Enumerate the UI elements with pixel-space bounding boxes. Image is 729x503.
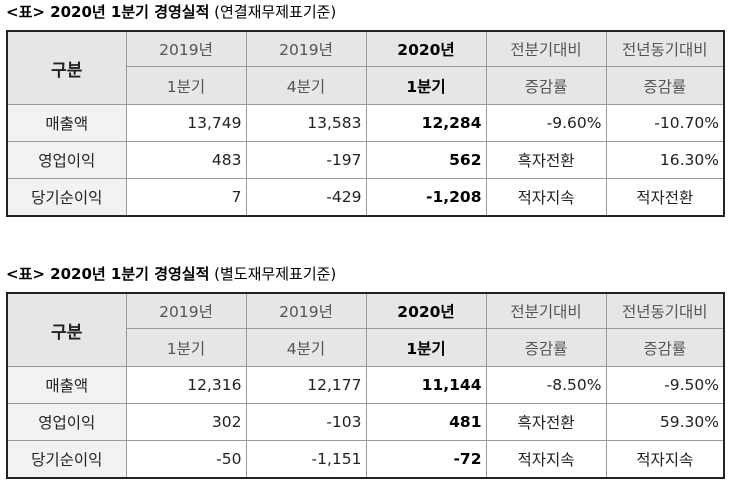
title-basis: (연결재무제표기준) — [214, 3, 337, 21]
row-label: 영업이익 — [6, 403, 127, 441]
data-cell: -1,208 — [365, 178, 487, 217]
header-cell: 2019년 — [245, 292, 367, 329]
data-cell: -9.60% — [485, 104, 607, 142]
header-cell: 전분기대비 — [485, 292, 607, 329]
row-label: 매출액 — [6, 104, 127, 142]
header-cell: 구분 — [6, 292, 127, 367]
header-row: 1분기 4분기 1분기 증감률 증감률 — [7, 66, 725, 105]
header-row: 1분기 4분기 1분기 증감률 증감률 — [7, 328, 725, 367]
data-row: 당기순이익 7 -429 -1,208 적자지속 적자전환 — [6, 178, 725, 217]
data-cell: -429 — [245, 178, 367, 217]
header-cell: 2019년 — [125, 292, 247, 329]
data-cell: 12,316 — [125, 366, 247, 404]
data-row: 매출액 12,316 12,177 11,144 -8.50% -9.50% — [6, 366, 725, 404]
header-cell: 2019년 — [125, 30, 247, 67]
header-cell: 2020년 — [365, 30, 487, 67]
title-text: <표> 2020년 1분기 경영실적 — [6, 265, 210, 283]
header-cell: 구분 — [6, 30, 127, 105]
row-label: 당기순이익 — [6, 440, 127, 479]
data-row: 영업이익 483 -197 562 흑자전환 16.30% — [6, 141, 725, 179]
data-cell: 적자지속 — [605, 440, 725, 479]
data-cell: 16.30% — [605, 141, 725, 179]
header-cell: 2019년 — [245, 30, 367, 67]
header-cell: 4분기 — [245, 66, 367, 105]
data-row: 매출액 13,749 13,583 12,284 -9.60% -10.70% — [6, 104, 725, 142]
data-cell: -10.70% — [605, 104, 725, 142]
header-cell: 1분기 — [365, 66, 487, 105]
header-row: 구분 2019년 2019년 2020년 전분기대비 전년동기대비 — [6, 30, 725, 105]
data-cell: -72 — [365, 440, 487, 479]
header-cell: 전년동기대비 — [605, 30, 725, 67]
data-cell: 483 — [125, 141, 247, 179]
data-cell: 11,144 — [365, 366, 487, 404]
title-basis: (별도재무제표기준) — [214, 265, 337, 283]
row-label: 당기순이익 — [6, 178, 127, 217]
data-cell: 12,177 — [245, 366, 367, 404]
data-cell: 7 — [125, 178, 247, 217]
data-cell: 302 — [125, 403, 247, 441]
header-cell: 전년동기대비 — [605, 292, 725, 329]
data-cell: -197 — [245, 141, 367, 179]
data-cell: 적자전환 — [605, 178, 725, 217]
data-row: 당기순이익 -50 -1,151 -72 적자지속 적자지속 — [6, 440, 725, 479]
table-title: <표> 2020년 1분기 경영실적 (연결재무제표기준) — [6, 0, 724, 24]
data-table: 구분 2019년 2019년 2020년 전분기대비 전년동기대비 1분기 4분기 1분기 증감률… — [6, 30, 725, 217]
header-cell: 증감률 — [605, 66, 725, 105]
data-row: 영업이익 302 -103 481 흑자전환 59.30% — [6, 403, 725, 441]
data-cell: 적자지속 — [485, 440, 607, 479]
data-cell: 13,749 — [125, 104, 247, 142]
data-cell: 481 — [365, 403, 487, 441]
header-cell: 4분기 — [245, 328, 367, 367]
data-table: 구분 2019년 2019년 2020년 전분기대비 전년동기대비 1분기 4분기 1분기 증감률… — [6, 292, 725, 479]
data-cell: 12,284 — [365, 104, 487, 142]
header-cell: 2020년 — [365, 292, 487, 329]
table-block: <표> 2020년 1분기 경영실적 (연결재무제표기준) 구분 2019년 2019… — [6, 0, 725, 217]
header-cell: 1분기 — [365, 328, 487, 367]
data-cell: -1,151 — [245, 440, 367, 479]
row-label: 영업이익 — [6, 141, 127, 179]
header-cell: 1분기 — [125, 328, 247, 367]
data-cell: -50 — [125, 440, 247, 479]
data-cell: -9.50% — [605, 366, 725, 404]
header-cell: 증감률 — [485, 66, 607, 105]
data-cell: 13,583 — [245, 104, 367, 142]
data-cell: 59.30% — [605, 403, 725, 441]
header-cell: 전분기대비 — [485, 30, 607, 67]
row-label: 매출액 — [6, 366, 127, 404]
data-cell: 흑자전환 — [485, 403, 607, 441]
header-row: 구분 2019년 2019년 2020년 전분기대비 전년동기대비 — [6, 292, 725, 367]
data-cell: 흑자전환 — [485, 141, 607, 179]
header-cell: 증감률 — [485, 328, 607, 367]
data-cell: 562 — [365, 141, 487, 179]
title-text: <표> 2020년 1분기 경영실적 — [6, 3, 210, 21]
header-cell: 1분기 — [125, 66, 247, 105]
header-cell: 증감률 — [605, 328, 725, 367]
data-cell: -8.50% — [485, 366, 607, 404]
data-cell: -103 — [245, 403, 367, 441]
data-cell: 적자지속 — [485, 178, 607, 217]
table-title: <표> 2020년 1분기 경영실적 (별도재무제표기준) — [6, 262, 724, 286]
table-block: <표> 2020년 1분기 경영실적 (별도재무제표기준) 구분 2019년 2019… — [6, 262, 725, 479]
